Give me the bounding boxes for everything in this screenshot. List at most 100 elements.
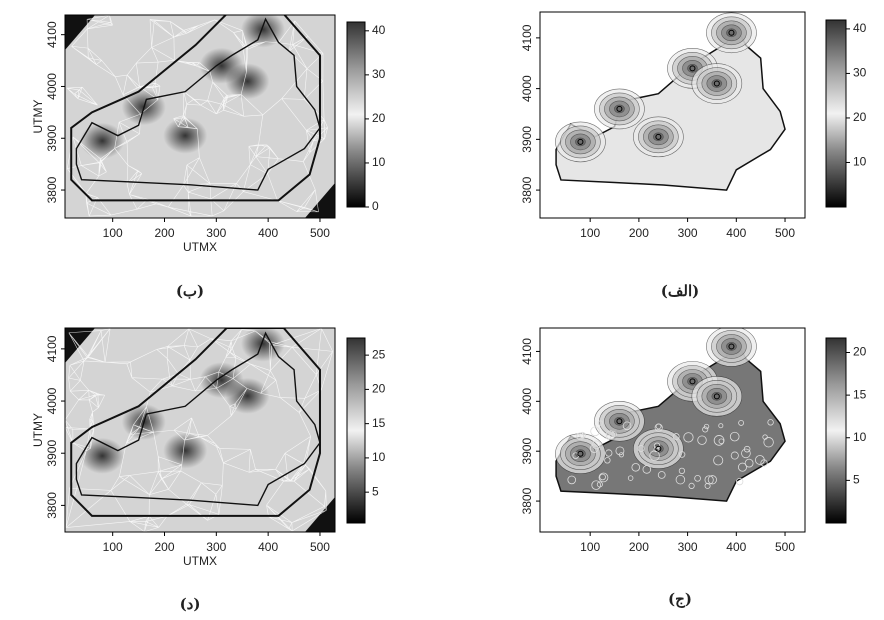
- x-tick-label: 400: [258, 226, 278, 240]
- contour-dot: [597, 420, 604, 426]
- colorbar-tick-label: 5: [853, 473, 860, 487]
- contour-dot: [688, 482, 695, 489]
- contour-dot: [649, 450, 660, 461]
- contour-dot: [642, 465, 652, 474]
- station: [616, 418, 623, 425]
- contour-dot: [678, 451, 686, 458]
- y-tick-label: 3900: [520, 438, 534, 465]
- map-panel: 100 200 300 400 500 3800 3900 4000 4100 5 10 15 20 (ج…: [520, 327, 867, 608]
- plot-frame: [64, 14, 336, 219]
- y-tick-label: 4100: [45, 335, 59, 362]
- hotspot: [240, 15, 285, 48]
- contour-dot: [697, 435, 707, 445]
- map-area: [65, 328, 335, 532]
- station: [713, 393, 720, 400]
- x-tick-label: 200: [154, 226, 174, 240]
- y-tick-label: 3800: [45, 176, 59, 203]
- x-tick-label: 100: [103, 226, 123, 240]
- contour-dot: [707, 475, 717, 485]
- contour: [614, 416, 625, 426]
- contour-dot: [744, 458, 754, 468]
- y-axis-title: UTMY: [31, 413, 45, 447]
- contour: [575, 449, 586, 458]
- contour-dot: [653, 442, 661, 449]
- contour-dot: [598, 472, 609, 483]
- contour-dot: [683, 432, 694, 443]
- hotspot: [240, 328, 285, 362]
- contour-dot: [702, 426, 709, 433]
- colorbar-tick-label: 30: [853, 66, 867, 80]
- panel-caption: (د): [180, 595, 201, 613]
- x-tick-label: 500: [310, 226, 330, 240]
- y-tick-label: 4100: [520, 24, 534, 51]
- plot-frame: [64, 327, 336, 533]
- boundary: [75, 331, 321, 507]
- corner: [305, 497, 335, 532]
- station: [577, 450, 584, 457]
- contour-dot: [755, 455, 765, 465]
- contour: [687, 64, 698, 73]
- hotspot: [225, 63, 270, 100]
- contour: [653, 132, 664, 142]
- contour-dot: [637, 445, 645, 452]
- contour: [711, 392, 723, 401]
- contour-dot: [762, 434, 768, 440]
- y-tick-label: 4000: [520, 75, 534, 102]
- colorbar-tick-label: 30: [372, 67, 386, 81]
- contour-dot: [589, 444, 599, 453]
- x-tick-label: 300: [206, 226, 226, 240]
- triangulation: [66, 15, 328, 217]
- x-tick-label: 300: [206, 540, 226, 554]
- contour-dot: [767, 419, 774, 426]
- x-tick-label: 400: [258, 540, 278, 554]
- station: [713, 80, 720, 87]
- contour-dot: [615, 446, 625, 456]
- contour-dot: [579, 431, 586, 439]
- y-tick-label: 4100: [520, 338, 534, 365]
- boundary: [75, 17, 321, 191]
- colorbar: [346, 337, 366, 524]
- contour-dot: [605, 434, 611, 440]
- region: [555, 334, 786, 502]
- contour-dot: [605, 430, 615, 440]
- colorbar-tick-label: 15: [853, 387, 867, 401]
- contour-dot: [713, 435, 725, 446]
- contour-dot: [591, 480, 601, 490]
- map-area: [65, 15, 335, 218]
- contour-dot: [567, 475, 577, 485]
- x-tick-label: 200: [154, 540, 174, 554]
- contour-dot: [763, 437, 774, 448]
- x-tick-label: 200: [629, 540, 649, 554]
- panel-caption: (الف): [661, 282, 699, 300]
- colorbar-tick-label: 15: [372, 416, 386, 430]
- x-tick-label: 400: [726, 226, 746, 240]
- contour-dot: [704, 482, 711, 489]
- hotspot: [163, 432, 208, 469]
- contour-dot: [703, 423, 710, 430]
- contour-dot: [730, 451, 739, 460]
- station: [689, 378, 696, 385]
- y-tick-label: 3900: [45, 440, 59, 467]
- hotspot: [225, 377, 270, 414]
- colorbar-tick-label: 40: [372, 23, 386, 37]
- map-area: [555, 12, 786, 191]
- contour: [726, 342, 737, 351]
- map-panel: 100 200 300 400 500 3800 3900 4000 4100 10 20 30 40 (…: [520, 11, 867, 300]
- region: [555, 20, 786, 191]
- contour-dot: [599, 473, 606, 481]
- y-tick-label: 4000: [45, 73, 59, 100]
- contour-dot: [713, 455, 724, 466]
- contour-dot: [675, 474, 686, 485]
- map-panel: 100 200 300 400 500 3800 3900 4000 4100 UTMX UTMY 5…: [31, 327, 386, 613]
- x-tick-label: 100: [580, 540, 600, 554]
- contour-dot: [678, 467, 686, 475]
- colorbar-tick-label: 20: [372, 111, 386, 125]
- contour-dot: [736, 478, 744, 486]
- contour-dot: [596, 481, 603, 488]
- triangulation: [65, 328, 333, 532]
- contour: [726, 28, 737, 38]
- contour-dot: [590, 426, 600, 437]
- contour-dot: [605, 449, 613, 457]
- x-tick-label: 200: [629, 226, 649, 240]
